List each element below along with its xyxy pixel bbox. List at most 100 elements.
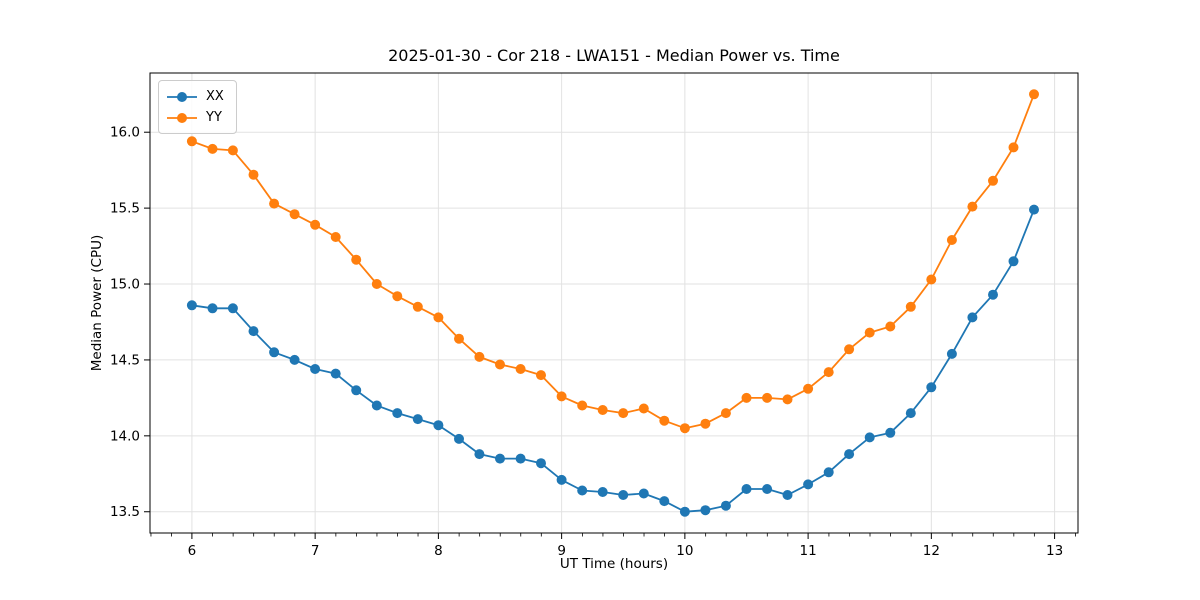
data-point [371, 400, 382, 411]
data-point [577, 400, 588, 411]
legend-line-marker-icon [167, 91, 197, 102]
data-point [330, 232, 341, 242]
legend-label: YY [206, 110, 222, 125]
data-point [1008, 256, 1019, 267]
data-point [597, 487, 608, 497]
grid-layer [150, 73, 1078, 533]
x-tick-label: 12 [923, 543, 940, 559]
x-tick-label: 9 [557, 543, 566, 559]
data-point [577, 485, 588, 496]
legend: XX YY [158, 80, 237, 134]
series-xx-markers [186, 204, 1039, 517]
data-point [864, 432, 875, 443]
axes-layer: 6 7 8 9 10 11 12 13 13.5 14.0 14.5 15.0 15.5 16.0 [110, 72, 1079, 559]
data-point [289, 209, 300, 220]
data-point [310, 364, 321, 374]
y-tick-label: 14.0 [110, 428, 140, 444]
data-point [679, 423, 690, 434]
data-point [597, 405, 608, 415]
data-point [207, 143, 218, 154]
data-point [905, 408, 916, 419]
series-layer [186, 89, 1039, 517]
x-tick-label: 11 [800, 543, 817, 559]
data-point [392, 408, 403, 419]
x-tick-label: 13 [1046, 543, 1063, 559]
data-point [269, 347, 280, 358]
x-tick-label: 8 [434, 543, 443, 559]
data-point [946, 348, 957, 359]
data-point [988, 289, 998, 300]
data-point [926, 382, 937, 393]
data-point [289, 354, 300, 365]
data-point [433, 312, 444, 323]
data-point [310, 219, 321, 230]
data-point [638, 488, 649, 499]
data-point [371, 279, 382, 289]
data-point [186, 300, 197, 311]
data-point [351, 385, 362, 396]
y-axis-label: Median Power (CPU) [89, 234, 105, 372]
x-tick-label: 6 [188, 543, 197, 559]
legend-item-yy: YY [166, 107, 224, 128]
data-point [536, 458, 546, 469]
data-point [474, 351, 485, 362]
data-point [864, 327, 875, 338]
data-point [638, 403, 649, 414]
data-point [1008, 142, 1019, 153]
data-point [248, 326, 259, 337]
series-yy-line [191, 93, 1035, 430]
data-point [803, 383, 814, 394]
y-tick-label: 15.5 [110, 201, 140, 217]
data-point [823, 367, 834, 378]
data-point [823, 467, 834, 478]
data-point [433, 420, 444, 431]
series-yy-markers [186, 89, 1039, 434]
y-tick-label: 15.0 [110, 277, 140, 293]
plot-border [149, 72, 1079, 534]
data-point [495, 359, 505, 370]
x-axis-label: UT Time (hours) [559, 556, 669, 572]
data-point [967, 201, 978, 212]
data-point [741, 392, 752, 403]
series-xx-line [191, 209, 1035, 513]
data-point [207, 303, 218, 314]
data-point [741, 484, 752, 494]
data-point [392, 291, 403, 302]
data-point [412, 301, 423, 312]
data-point [1029, 204, 1039, 215]
data-point [782, 394, 793, 405]
y-tick-label: 14.5 [110, 352, 140, 368]
data-point [782, 490, 793, 500]
y-tick-label: 13.5 [110, 504, 140, 520]
data-point [762, 484, 773, 494]
data-point [454, 333, 464, 344]
data-point [618, 408, 629, 419]
data-point [844, 344, 855, 355]
data-point [720, 500, 731, 511]
data-point [762, 392, 773, 403]
data-point [227, 145, 238, 156]
data-point [679, 506, 690, 517]
data-point [454, 433, 464, 444]
data-point [330, 368, 341, 379]
data-point [844, 449, 855, 460]
data-point [515, 364, 526, 374]
data-point [474, 449, 485, 460]
data-point [659, 415, 670, 426]
data-point [1029, 89, 1039, 100]
data-point [700, 418, 711, 429]
legend-line-marker-icon [167, 112, 197, 123]
data-point [186, 136, 197, 147]
data-point [412, 414, 423, 425]
data-point [885, 427, 896, 438]
data-point [720, 408, 731, 419]
x-tick-label: 10 [676, 543, 693, 559]
data-point [618, 490, 629, 500]
data-point [495, 453, 505, 464]
legend-label: XX [206, 89, 224, 104]
legend-item-xx: XX [166, 86, 224, 107]
data-point [967, 312, 978, 323]
data-point [946, 235, 957, 245]
data-point [515, 453, 526, 464]
